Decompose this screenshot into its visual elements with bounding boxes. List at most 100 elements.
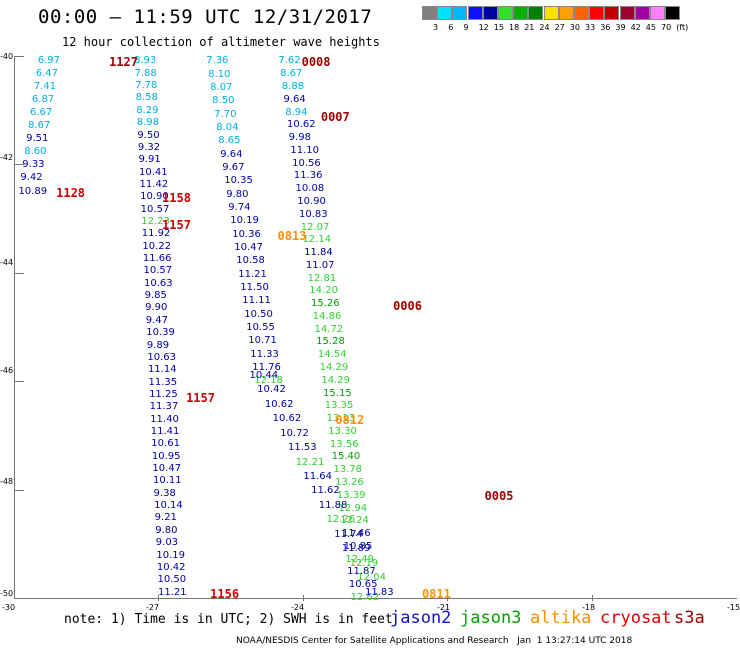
wave-height-value: 15.28: [316, 336, 345, 348]
wave-height-value: 10.50: [157, 574, 187, 586]
wave-height-value: 11.40: [150, 413, 179, 425]
wave-height-value: 12.04: [357, 572, 386, 584]
wave-height-value: 11.92: [141, 228, 171, 240]
wave-height-value: 13.26: [335, 477, 364, 489]
wave-height-value: 6.47: [35, 68, 59, 80]
x-tick-label: -21: [437, 603, 451, 612]
pass-time-label: 0008: [301, 55, 331, 70]
colorbar-swatch: [650, 6, 665, 20]
wave-height-value: 10.58: [236, 255, 265, 267]
wave-height-value: 10.19: [230, 215, 259, 227]
colorbar-label: 30: [569, 23, 580, 32]
wave-height-value: 8.98: [136, 117, 160, 129]
wave-height-value: 11.33: [250, 348, 279, 360]
wave-height-value: 10.19: [156, 549, 185, 561]
wave-height-value: 11.21: [238, 268, 267, 280]
wave-height-value: 8.04: [216, 122, 239, 134]
wave-height-value: 8.50: [212, 95, 235, 107]
wave-height-value: 11.89: [341, 543, 371, 555]
wave-height-value: 10.63: [144, 277, 173, 289]
wave-height-value: 10.85: [343, 540, 373, 552]
colorbar-label: 39: [615, 23, 626, 32]
pass-time-label: 1156: [210, 586, 240, 601]
wave-height-value: 12.24: [340, 515, 369, 527]
colorbar-label: 15: [493, 23, 504, 32]
y-tick-label: -40: [0, 52, 14, 61]
wave-height-value: 8.58: [135, 92, 158, 104]
wave-height-value: 10.55: [246, 321, 275, 333]
colorbar-label: 33: [585, 23, 596, 32]
wave-height-value: 10.39: [146, 327, 175, 339]
y-tick-label: -46: [0, 366, 14, 375]
colorbar-label: 9: [463, 23, 469, 32]
wave-height-value: 7.41: [33, 81, 57, 93]
wave-height-value: 11.11: [242, 295, 271, 307]
wave-height-value: 13.30: [328, 425, 357, 437]
wave-height-value: 14.20: [309, 285, 338, 297]
wave-height-value: 9.47: [145, 314, 168, 326]
wave-height-value: 9.90: [145, 302, 168, 314]
wave-height-value: 9.89: [146, 339, 170, 351]
colorbar-label: 12: [478, 23, 489, 32]
wave-height-value: 11.42: [139, 178, 169, 190]
wave-height-value: 10.44: [249, 369, 279, 381]
wave-height-value: 10.11: [152, 475, 182, 487]
wave-height-value: 14.29: [321, 374, 350, 386]
legend-jason2: jason2: [390, 608, 452, 628]
latitude-tick: [14, 381, 24, 383]
x-tick-label: -24: [291, 603, 305, 612]
wave-height-value: 9.80: [155, 524, 178, 536]
wave-height-value: 9.98: [288, 132, 311, 144]
wave-height-value: 11.53: [287, 442, 317, 454]
wave-height-value: 7.88: [134, 67, 157, 79]
pass-time-label: 1127: [109, 55, 138, 70]
wave-height-value: 14.86: [312, 310, 342, 322]
colorbar-swatch: [619, 6, 635, 20]
wave-height-value: 6.67: [29, 107, 53, 119]
wave-height-value: 10.08: [295, 183, 325, 195]
pass-time-label: 0005: [484, 489, 514, 504]
colorbar-label: (ft): [676, 23, 689, 32]
x-tick-label: -27: [146, 603, 160, 612]
wave-height-value: 12.21: [295, 456, 325, 468]
legend-altika: altika: [530, 608, 592, 628]
wave-height-value: 7.62: [278, 55, 301, 67]
wave-height-value: 10.14: [154, 500, 183, 512]
credit-line: NOAA/NESDIS Center for Satellite Applica…: [236, 636, 633, 646]
colorbar-label: 24: [539, 23, 550, 32]
colorbar-swatch: [467, 6, 483, 20]
wave-height-value: 10.36: [232, 228, 261, 240]
wave-height-value: 9.74: [228, 201, 251, 213]
wave-height-value: 10.47: [152, 463, 182, 475]
colorbar-swatch: [513, 6, 529, 20]
wave-height-value: 6.87: [31, 94, 55, 106]
wave-height-value: 10.57: [140, 203, 170, 215]
wave-height-value: 14.54: [317, 349, 347, 361]
colorbar-label: 36: [600, 23, 611, 32]
wave-height-value: 10.89: [18, 185, 48, 197]
wave-height-value: 10.47: [234, 241, 263, 253]
wave-height-value: 11.87: [347, 566, 376, 578]
wave-height-value: 11.64: [303, 470, 333, 482]
wave-height-value: 11.25: [149, 388, 178, 400]
colorbar-swatch: [482, 6, 498, 20]
wave-height-value: 8.88: [281, 80, 305, 92]
pass-time-label: 0006: [393, 299, 422, 314]
latitude-tick: [14, 272, 24, 274]
y-tick-label: -42: [0, 153, 14, 162]
colorbar-swatch: [634, 6, 650, 20]
wave-height-value: 8.94: [285, 106, 308, 118]
colorbar-swatch: [543, 6, 559, 20]
wave-height-value: 10.62: [264, 398, 294, 410]
pass-time-label: 1157: [162, 218, 191, 233]
colorbar-label: 18: [509, 23, 520, 32]
wave-height-value: 12.94: [338, 502, 368, 514]
legend-jason3: jason3: [460, 608, 522, 628]
wave-height-value: 11.84: [304, 247, 333, 259]
wave-height-value: 9.64: [283, 93, 306, 105]
wave-height-value: 12.14: [302, 234, 332, 246]
wave-height-value: 10.62: [286, 119, 316, 131]
wave-height-value: 10.41: [138, 166, 168, 178]
wave-height-value: 11.83: [365, 586, 394, 598]
wave-height-value: 8.65: [218, 135, 241, 147]
